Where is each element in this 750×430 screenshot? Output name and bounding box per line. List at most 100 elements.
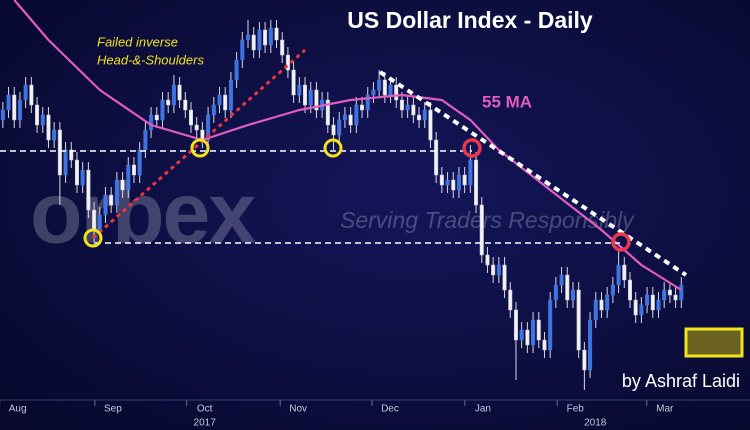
candle-body <box>40 114 45 126</box>
candle-body <box>474 159 479 206</box>
candle-body <box>417 114 422 121</box>
x-tick-label: Jan <box>475 404 491 415</box>
candle-body <box>206 114 211 141</box>
candle-body <box>234 59 239 81</box>
candle-body <box>525 329 530 346</box>
candle-body <box>650 294 655 311</box>
candle-body <box>337 119 342 136</box>
candle-body <box>593 299 598 321</box>
candle-body <box>217 94 222 106</box>
candle-body <box>325 99 330 126</box>
x-tick-label: Mar <box>656 404 674 415</box>
watermark-brand: orbex <box>30 166 256 262</box>
candle-body <box>120 179 125 191</box>
candle-body <box>314 89 319 111</box>
candle-body <box>570 289 575 301</box>
candle-body <box>114 179 119 206</box>
candle-body <box>365 94 370 111</box>
yellow-circle <box>83 228 103 248</box>
candle-body <box>80 169 85 186</box>
candle-body <box>588 319 593 371</box>
candle-body <box>86 169 91 211</box>
candle-body <box>63 149 68 176</box>
candle-body <box>610 284 615 296</box>
candle-body <box>183 99 188 111</box>
candle-body <box>531 319 536 346</box>
candle-body <box>211 104 216 116</box>
candle-body <box>291 69 296 96</box>
candle-body <box>74 159 79 186</box>
ma-label: 55 MA <box>482 92 532 111</box>
x-tick-label: Nov <box>289 404 307 415</box>
candle-body <box>126 164 131 191</box>
candle-body <box>137 149 142 176</box>
candle-body <box>377 79 382 91</box>
candle-body <box>371 89 376 96</box>
candle-body <box>434 139 439 176</box>
candle-body <box>6 94 11 111</box>
candle-body <box>228 79 233 111</box>
candle-body <box>257 29 262 51</box>
chart-title: US Dollar Index - Daily <box>347 7 593 33</box>
yellow-circle <box>190 138 210 158</box>
candle-body <box>143 129 148 151</box>
candle-body <box>388 84 393 96</box>
candle-body <box>263 29 268 46</box>
candle-body <box>456 174 461 191</box>
candle-body <box>445 179 450 186</box>
candle-body <box>422 109 427 121</box>
watermark: orbex Serving Traders Responsibly <box>30 166 635 262</box>
candle-body <box>627 279 633 301</box>
watermark-tagline: Serving Traders Responsibly <box>340 207 635 233</box>
candle-body <box>342 114 347 121</box>
candle-body <box>479 204 484 256</box>
credit: by Ashraf Laidi <box>622 371 740 391</box>
candle-body <box>188 109 194 126</box>
year-label: 2017 <box>194 418 217 429</box>
candle-body <box>673 294 678 301</box>
candle-body <box>519 329 524 341</box>
target-box <box>684 327 744 358</box>
candle-body <box>29 84 34 106</box>
candle-body <box>46 114 51 141</box>
candle-body <box>331 124 336 136</box>
candle-body <box>103 194 108 216</box>
candle-body <box>274 27 279 41</box>
year-label: 2018 <box>584 418 607 429</box>
x-tick-label: Sep <box>104 404 122 415</box>
candle-body <box>23 84 28 101</box>
candle-body <box>405 104 410 111</box>
x-tick-label: Aug <box>9 404 27 415</box>
candle-body <box>17 99 22 121</box>
candle-body <box>92 209 97 231</box>
candle-body <box>451 179 456 191</box>
candle-body <box>302 84 308 106</box>
candle-body <box>662 289 667 301</box>
annotation-text: Head-&-Shoulders <box>97 52 204 67</box>
candle-body <box>565 274 570 301</box>
candle-body <box>52 129 57 141</box>
candle-body <box>639 304 644 316</box>
red-circle <box>611 232 631 252</box>
candle-body <box>502 264 507 291</box>
candle-body <box>0 109 5 121</box>
candle-body <box>131 164 136 176</box>
ma-line <box>13 0 682 291</box>
candle-body <box>439 174 444 186</box>
candle-body <box>513 309 518 341</box>
candle-body <box>251 34 256 51</box>
candle-body <box>177 84 182 101</box>
candle-body <box>109 194 114 206</box>
candle-body <box>656 299 661 311</box>
x-tick-label: Oct <box>197 404 213 415</box>
candle-body <box>240 39 245 61</box>
red-circle <box>462 138 482 158</box>
candle-body <box>599 299 604 311</box>
candle-body <box>223 94 228 111</box>
candle-body <box>582 349 587 371</box>
candle-body <box>548 299 553 351</box>
candle-body <box>553 284 558 301</box>
candle-body <box>394 84 399 101</box>
